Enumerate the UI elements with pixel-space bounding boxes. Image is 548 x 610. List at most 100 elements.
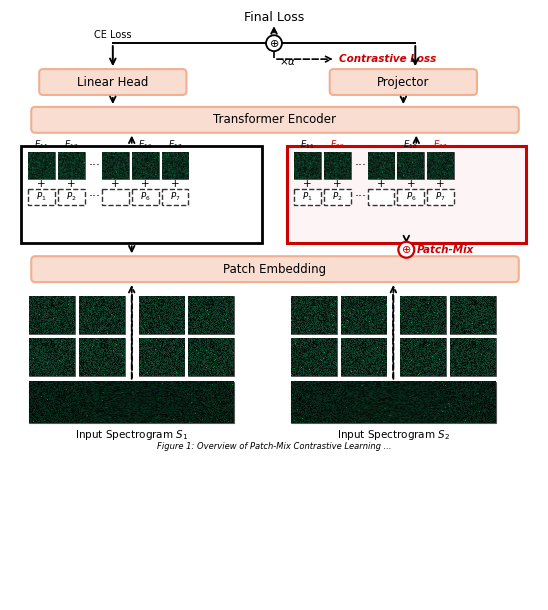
Text: 6: 6 xyxy=(361,341,367,350)
Text: 3: 3 xyxy=(159,299,164,308)
Bar xyxy=(21,146,262,243)
Text: Input Spectrogram $S_2$: Input Spectrogram $S_2$ xyxy=(337,428,450,442)
Circle shape xyxy=(398,242,414,257)
Text: +: + xyxy=(303,179,312,188)
Text: Patch-Mix: Patch-Mix xyxy=(417,245,475,255)
Text: ···: ··· xyxy=(355,190,367,204)
Text: $E_{27}$: $E_{27}$ xyxy=(433,138,448,151)
Bar xyxy=(341,338,386,376)
Circle shape xyxy=(266,35,282,51)
Bar xyxy=(139,296,185,334)
Text: Final Loss: Final Loss xyxy=(244,12,304,24)
FancyBboxPatch shape xyxy=(31,256,519,282)
Text: 4: 4 xyxy=(208,299,214,308)
FancyBboxPatch shape xyxy=(31,107,519,133)
Bar xyxy=(102,152,129,179)
Text: Linear Head: Linear Head xyxy=(77,76,149,88)
Bar xyxy=(132,152,158,179)
Bar xyxy=(162,188,189,206)
Text: 7: 7 xyxy=(420,341,426,350)
Text: $\oplus$: $\oplus$ xyxy=(269,38,279,49)
Bar xyxy=(341,296,386,334)
Text: 4: 4 xyxy=(470,299,476,308)
Text: $E_{11}$: $E_{11}$ xyxy=(35,138,49,151)
Text: $P_1$: $P_1$ xyxy=(302,191,312,203)
Text: Patch Embedding: Patch Embedding xyxy=(224,263,327,276)
Bar xyxy=(450,338,496,376)
Bar xyxy=(401,296,446,334)
Text: $P_6$: $P_6$ xyxy=(140,191,151,203)
Bar xyxy=(294,152,321,179)
Text: $E_{16}$: $E_{16}$ xyxy=(403,138,418,151)
Text: $P_2$: $P_2$ xyxy=(66,191,77,203)
Bar xyxy=(58,152,85,179)
Bar xyxy=(368,188,395,206)
Bar xyxy=(368,152,395,179)
Bar xyxy=(324,152,351,179)
Bar xyxy=(397,152,424,179)
Text: Input Spectrogram $S_1$: Input Spectrogram $S_1$ xyxy=(75,428,189,442)
Bar xyxy=(139,338,185,376)
Text: 1: 1 xyxy=(49,299,55,308)
Bar xyxy=(28,152,55,179)
Text: $\oplus$: $\oplus$ xyxy=(401,244,412,255)
Text: 2: 2 xyxy=(99,299,105,308)
Text: +: + xyxy=(170,179,179,188)
Text: Transformer Encoder: Transformer Encoder xyxy=(214,113,336,126)
Bar xyxy=(162,152,189,179)
Text: $E_{11}$: $E_{11}$ xyxy=(300,138,315,151)
Text: $E_{17}$: $E_{17}$ xyxy=(168,138,182,151)
Text: 6: 6 xyxy=(99,341,105,350)
Bar xyxy=(291,296,336,334)
Text: $E_{16}$: $E_{16}$ xyxy=(138,138,152,151)
Bar xyxy=(427,188,454,206)
Text: 5: 5 xyxy=(49,341,55,350)
Text: +: + xyxy=(141,179,150,188)
Bar xyxy=(397,188,424,206)
Bar xyxy=(58,188,85,206)
Bar xyxy=(450,296,496,334)
Text: 3: 3 xyxy=(420,299,426,308)
Text: $P_6$: $P_6$ xyxy=(406,191,416,203)
Bar xyxy=(29,296,75,334)
Bar xyxy=(401,338,446,376)
Bar xyxy=(29,338,75,376)
Text: Projector: Projector xyxy=(377,76,430,88)
Text: ···: ··· xyxy=(355,159,367,171)
Text: 8: 8 xyxy=(470,341,476,350)
Bar xyxy=(79,296,125,334)
Text: 1: 1 xyxy=(311,299,317,308)
Text: $E_{22}$: $E_{22}$ xyxy=(330,138,345,151)
Bar xyxy=(291,338,336,376)
Text: +: + xyxy=(37,179,46,188)
Text: $\times\alpha$: $\times\alpha$ xyxy=(279,56,296,67)
Text: 5: 5 xyxy=(311,341,317,350)
Text: $P_7$: $P_7$ xyxy=(170,191,180,203)
Text: $P_7$: $P_7$ xyxy=(436,191,446,203)
Text: $E_{12}$: $E_{12}$ xyxy=(64,138,79,151)
Bar xyxy=(189,296,234,334)
Text: +: + xyxy=(67,179,76,188)
Text: ···: ··· xyxy=(89,190,101,204)
Bar xyxy=(102,188,129,206)
Bar xyxy=(189,338,234,376)
Text: 8: 8 xyxy=(208,341,214,350)
Text: +: + xyxy=(333,179,341,188)
Bar xyxy=(29,382,234,423)
Bar xyxy=(287,146,526,243)
Bar xyxy=(132,188,158,206)
Text: CE Loss: CE Loss xyxy=(94,30,132,40)
Text: +: + xyxy=(407,179,415,188)
Text: +: + xyxy=(111,179,119,188)
Text: Figure 1: Overview of Patch-Mix Contrastive Learning ...: Figure 1: Overview of Patch-Mix Contrast… xyxy=(157,442,391,451)
Bar xyxy=(79,338,125,376)
Text: ···: ··· xyxy=(89,159,101,171)
Bar xyxy=(324,188,351,206)
Bar xyxy=(28,188,55,206)
Bar xyxy=(291,382,496,423)
FancyBboxPatch shape xyxy=(330,69,477,95)
Text: Contrastive Loss: Contrastive Loss xyxy=(339,54,436,64)
Text: $P_2$: $P_2$ xyxy=(332,191,342,203)
Bar xyxy=(427,152,454,179)
Text: 7: 7 xyxy=(159,341,164,350)
